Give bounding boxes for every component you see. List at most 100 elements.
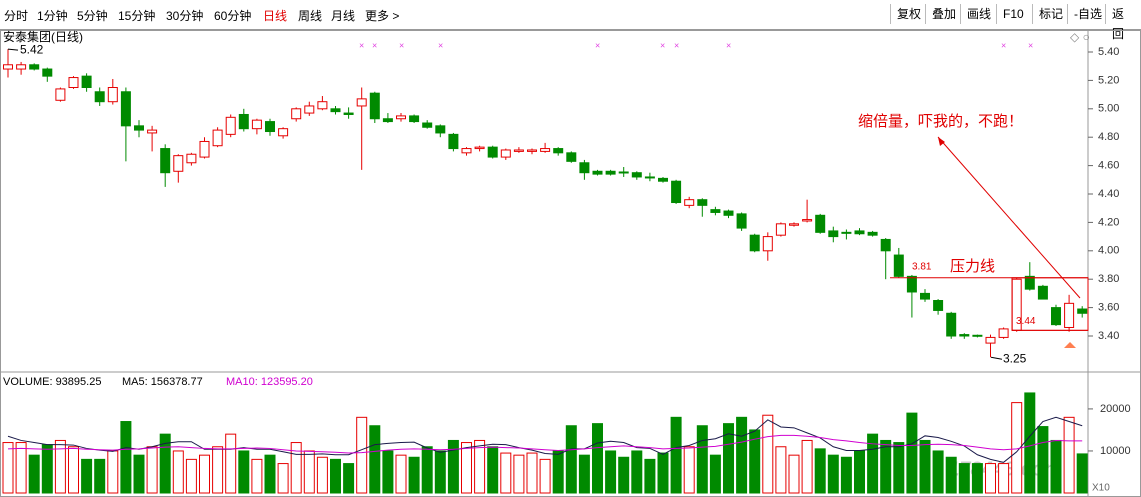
volume-bar <box>998 463 1010 494</box>
y-tick-label: 3.60 <box>1098 302 1119 314</box>
period-tab[interactable]: 15分钟 <box>118 9 156 23</box>
arrow-head <box>938 137 945 146</box>
high-label: 5.42 <box>20 42 44 56</box>
volume-bar <box>958 463 970 494</box>
period-tab[interactable]: 月线 <box>331 9 356 23</box>
candle-body <box>592 170 603 175</box>
volume-bar <box>539 458 551 494</box>
candle-body <box>1024 275 1035 290</box>
ma-line <box>7 434 1083 454</box>
svg-text:×: × <box>660 40 665 50</box>
candle-body <box>147 129 158 134</box>
volume-bar <box>749 429 761 494</box>
volume-bar <box>212 446 224 494</box>
volume-bar <box>775 446 787 494</box>
y-tick-label: 5.20 <box>1098 74 1119 86</box>
candle-body <box>658 177 668 182</box>
toolbar-button[interactable]: 标记 <box>1032 4 1069 24</box>
period-tab[interactable]: 周线 <box>298 9 323 23</box>
candle-body <box>854 230 865 235</box>
candle-body <box>396 115 406 120</box>
period-tab[interactable]: 分时 <box>4 9 29 23</box>
candle-body <box>291 108 302 120</box>
volume-bar <box>696 425 708 494</box>
candle-body <box>435 125 446 134</box>
volume-bar <box>251 458 263 494</box>
candle-body <box>972 334 983 337</box>
volume-bar <box>264 454 276 494</box>
period-tab[interactable]: 30分钟 <box>166 9 204 23</box>
volume-bar <box>971 463 983 494</box>
y-tick-label: 4.40 <box>1098 188 1119 200</box>
candle-body <box>304 105 315 114</box>
period-tab[interactable]: 60分钟 <box>214 9 252 23</box>
volume-bar <box>788 454 800 494</box>
candle-body <box>330 108 341 113</box>
arrow-line <box>937 136 1081 299</box>
low-label: 3.25 <box>1003 351 1027 365</box>
candle-body <box>317 101 328 110</box>
volume-bar <box>932 450 944 494</box>
volume-bar <box>840 456 852 494</box>
toolbar-button[interactable]: 返回 <box>1105 4 1141 41</box>
period-tab[interactable]: 1分钟 <box>37 9 68 23</box>
candle-body <box>3 64 13 70</box>
candle-body <box>605 170 616 175</box>
volume-bar <box>513 454 525 494</box>
svg-text:×: × <box>359 40 364 50</box>
candle-body <box>42 68 53 77</box>
candle-body <box>107 87 118 103</box>
volume-bar <box>447 439 459 494</box>
candle-body <box>985 336 996 344</box>
period-tab[interactable]: 5分钟 <box>77 9 108 23</box>
volume-bar <box>683 446 695 494</box>
candle-body <box>356 98 367 107</box>
toolbar-button[interactable]: 复权 <box>890 4 927 24</box>
volume-bar <box>290 442 302 494</box>
svg-text:×: × <box>372 40 377 50</box>
candle-body <box>1077 308 1088 314</box>
candle-body <box>723 210 734 216</box>
volume-bar <box>172 450 184 494</box>
toolbar-button[interactable]: 叠加 <box>925 4 962 24</box>
volume-bar <box>54 439 66 494</box>
candle-body <box>710 209 721 213</box>
candle-body <box>789 223 799 226</box>
volume-bar <box>500 452 512 494</box>
volume-bar <box>474 439 486 494</box>
candle-body <box>775 223 786 236</box>
candle-body <box>815 214 826 233</box>
y-tick-label: 4.60 <box>1098 160 1119 172</box>
signal-marker <box>1064 342 1076 348</box>
period-tab[interactable]: 更多 > <box>365 9 400 23</box>
note: 缩倍量，吓我的，不跑！ <box>858 113 1023 130</box>
volume-bar <box>434 450 446 494</box>
toolbar-button[interactable]: 画线 <box>960 4 997 24</box>
candle-body <box>369 92 380 120</box>
volume-bar <box>343 463 355 494</box>
volume-bar <box>723 423 734 494</box>
y-tick-label: 10000 <box>1100 445 1131 457</box>
svg-text:×: × <box>1001 40 1006 50</box>
candle-body <box>893 254 904 277</box>
volume-bar <box>41 444 53 494</box>
volume-bar <box>146 446 158 494</box>
y-tick-label: 5.40 <box>1098 46 1119 58</box>
candle-body <box>500 149 511 158</box>
volume-bar <box>303 450 315 494</box>
volume-bar <box>814 448 826 494</box>
volume-bar <box>68 446 79 494</box>
volume-bar <box>867 433 879 494</box>
candle-body <box>199 140 210 158</box>
volume-bar <box>618 456 630 494</box>
legend-item: MA10: 123595.20 <box>226 376 313 388</box>
volume-bar <box>120 421 132 494</box>
period-tab[interactable]: 日线 <box>263 9 288 23</box>
toolbar-button[interactable]: -自选 <box>1067 4 1108 24</box>
candle-body <box>448 133 459 150</box>
toolbar-button[interactable]: F10 <box>996 4 1030 24</box>
volume-bar <box>28 454 40 494</box>
svg-text:×: × <box>726 40 731 50</box>
chart: 安泰集团(日线) ◇ ○ × × × × × × × × × × 3.40 3.60 3.80 4.00… <box>0 30 1141 497</box>
